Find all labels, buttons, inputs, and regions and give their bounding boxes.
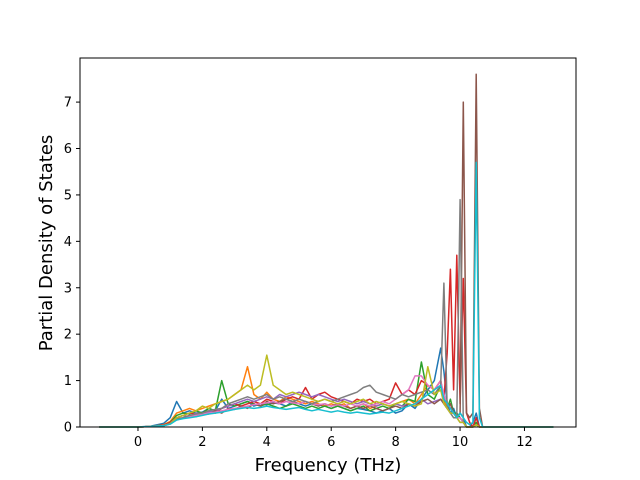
x-tick-label: 4 xyxy=(263,435,271,450)
x-axis-label: Frequency (THz) xyxy=(255,455,402,476)
series-line-7 xyxy=(99,375,554,428)
series-line-10 xyxy=(99,161,554,428)
plot-frame xyxy=(79,57,577,428)
x-tick-label: 8 xyxy=(391,435,399,450)
x-ticks: 0 2 4 6 8 10 12 xyxy=(134,427,533,450)
y-tick-label: 7 xyxy=(64,96,72,111)
series-line-9 xyxy=(99,354,554,428)
y-ticks: 0 1 2 3 4 5 6 7 xyxy=(64,96,80,436)
x-tick-label: 6 xyxy=(327,435,335,450)
series-line-8 xyxy=(99,198,554,428)
y-tick-label: 1 xyxy=(64,374,72,389)
y-tick-label: 2 xyxy=(64,328,72,343)
y-axis-label: Partial Density of States xyxy=(36,135,57,352)
series-layer xyxy=(99,73,554,428)
x-tick-label: 2 xyxy=(198,435,206,450)
y-tick-label: 3 xyxy=(64,281,72,296)
y-tick-label: 6 xyxy=(64,142,72,157)
x-tick-label: 12 xyxy=(516,435,533,450)
y-tick-label: 0 xyxy=(64,421,72,436)
x-tick-label: 0 xyxy=(134,435,142,450)
x-tick-label: 10 xyxy=(452,435,469,450)
y-tick-label: 4 xyxy=(64,235,72,250)
y-tick-label: 5 xyxy=(64,188,72,203)
